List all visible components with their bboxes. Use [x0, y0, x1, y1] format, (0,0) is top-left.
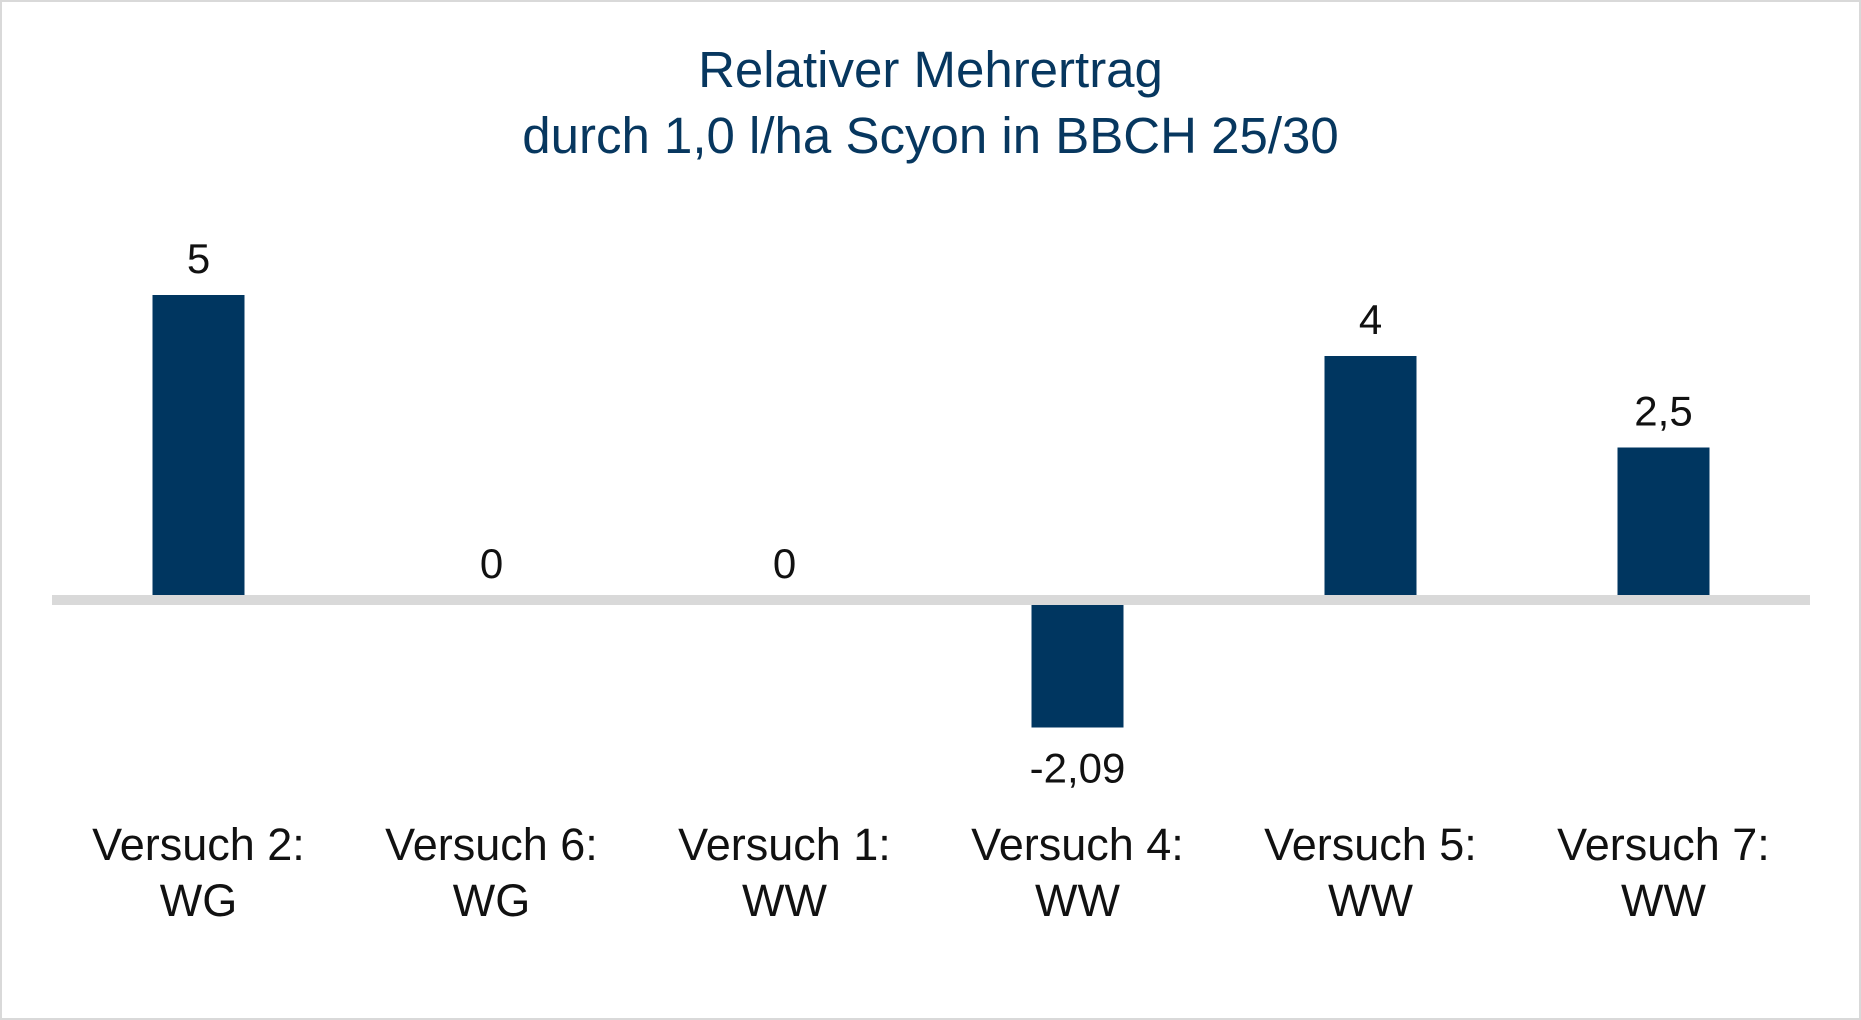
data-label: -2,09	[1030, 745, 1126, 792]
category-label: Versuch 1:	[678, 819, 891, 870]
data-label: 5	[187, 235, 210, 282]
chart-title-line2: durch 1,0 l/ha Scyon in BBCH 25/30	[522, 107, 1339, 164]
bar	[1031, 600, 1124, 728]
category-label: WW	[1621, 875, 1706, 926]
bar	[152, 295, 245, 600]
category-label: WW	[1035, 875, 1120, 926]
data-label: 2,5	[1634, 388, 1692, 435]
bar	[1617, 447, 1710, 600]
category-label: Versuch 2:	[92, 819, 305, 870]
category-label: Versuch 4:	[971, 819, 1184, 870]
bar	[1324, 356, 1417, 600]
data-label: 0	[773, 540, 796, 587]
category-label: Versuch 6:	[385, 819, 598, 870]
category-label: WG	[453, 875, 530, 926]
category-label: Versuch 7:	[1557, 819, 1770, 870]
category-label: WW	[1328, 875, 1413, 926]
chart-title-line1: Relativer Mehrertrag	[698, 41, 1163, 98]
category-label: WW	[742, 875, 827, 926]
category-label: Versuch 5:	[1264, 819, 1477, 870]
zero-axis-line	[52, 595, 1810, 605]
data-label: 0	[480, 540, 503, 587]
category-label: WG	[160, 875, 237, 926]
data-label: 4	[1359, 296, 1382, 343]
